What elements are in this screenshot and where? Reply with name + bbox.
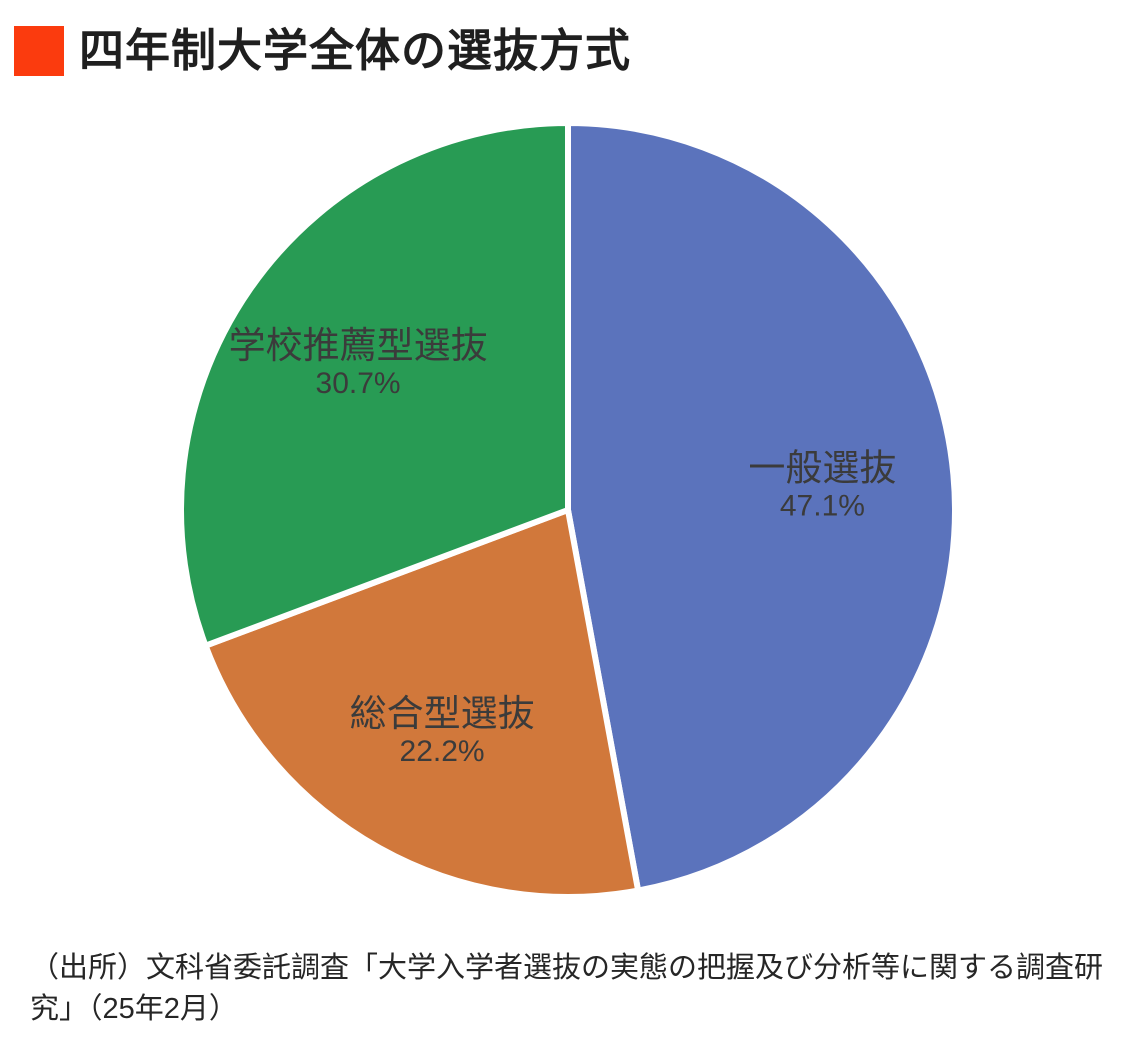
figure-header: 四年制大学全体の選抜方式	[14, 26, 631, 76]
pie-slice-label-1: 総合型選抜	[350, 693, 535, 734]
pie-slice-value-2: 30.7%	[316, 367, 401, 400]
pie-slice-2	[178, 120, 571, 649]
figure-title: 四年制大学全体の選抜方式	[79, 25, 632, 77]
pie-slice-value-1: 22.2%	[400, 735, 485, 768]
title-marker-square	[14, 26, 64, 76]
pie-slice-label-0: 一般選抜	[748, 447, 896, 488]
pie-slice-label-2: 学校推薦型選抜	[229, 325, 488, 366]
pie-slice-0	[565, 120, 958, 894]
source-note: （出所）文科省委託調査「大学入学者選抜の実態の把握及び分析等に関する調査研究」（…	[30, 952, 1104, 1025]
pie-slice-value-0: 47.1%	[780, 489, 865, 522]
